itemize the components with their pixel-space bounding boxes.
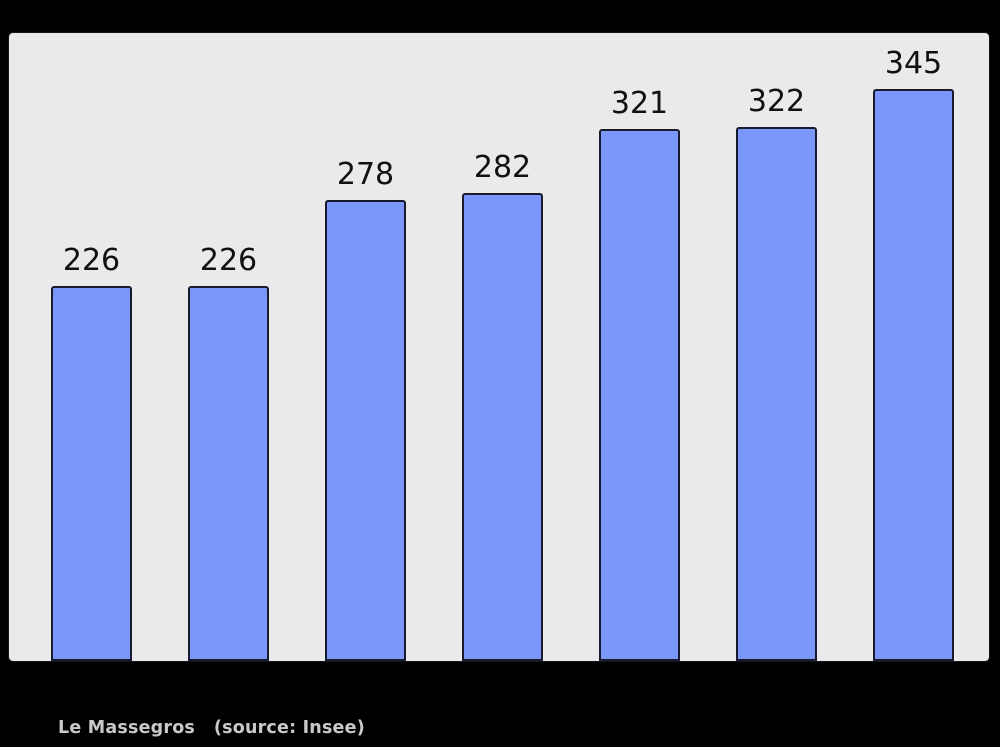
bar-rect[interactable] [873,89,954,661]
chart-source-caption: Le Massegros (source: Insee) [58,718,365,738]
bar-rect[interactable] [51,286,132,661]
bar-rect[interactable] [325,200,406,661]
bar-value-label: 226 [199,243,258,279]
bar-rect[interactable] [599,128,680,661]
bar-rect[interactable] [462,193,543,661]
bar-rect[interactable] [736,127,817,661]
plot-area: 226 226 278 282 321 322 [8,32,990,662]
bar-value-label: 278 [336,157,395,193]
bar-rect[interactable] [188,286,269,661]
bar-value-label: 321 [610,85,669,121]
bar-value-label: 282 [473,150,532,186]
bar-value-label: 322 [747,84,806,120]
bars-layer: 226 226 278 282 321 322 [9,33,989,661]
bar-value-label: 345 [884,46,943,81]
bar-value-label: 226 [62,243,121,279]
